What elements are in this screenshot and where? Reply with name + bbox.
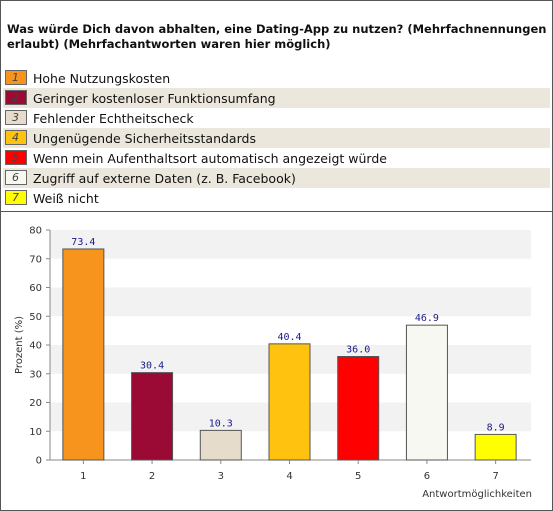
legend-item-7: 7 Weiß nicht <box>3 188 550 208</box>
x-axis-label: Antwortmöglichkeiten <box>422 489 532 500</box>
x-tick-label: 2 <box>149 471 155 482</box>
y-tick-label: 40 <box>29 341 42 352</box>
y-axis-label: Prozent (%) <box>14 316 25 374</box>
y-tick-label: 10 <box>29 427 42 438</box>
legend-label: Hohe Nutzungskosten <box>33 71 171 86</box>
divider <box>1 211 552 212</box>
legend-item-3: 3 Fehlender Echtheitscheck <box>3 108 550 128</box>
question-title: Was würde Dich davon abhalten, eine Dati… <box>7 22 547 51</box>
legend-item-1: 1 Hohe Nutzungskosten <box>3 68 550 88</box>
y-tick-label: 20 <box>29 398 42 409</box>
legend-swatch: 4 <box>5 130 27 145</box>
bar-value-label: 36.0 <box>346 345 370 356</box>
y-tick-label: 70 <box>29 254 42 265</box>
bar-value-label: 46.9 <box>415 313 439 324</box>
bar-value-label: 73.4 <box>71 237 95 248</box>
bar <box>131 372 174 461</box>
x-tick-label: 5 <box>355 471 361 482</box>
bar-value-label: 40.4 <box>277 332 301 343</box>
legend-swatch: 5 <box>5 150 27 165</box>
bar <box>405 324 448 461</box>
legend-item-5: 5 Wenn mein Aufenthaltsort automatisch an… <box>3 148 550 168</box>
legend-label: Wenn mein Aufenthaltsort automatisch ang… <box>33 151 387 166</box>
grid-band <box>50 230 531 259</box>
legend-label: Ungenügende Sicherheitsstandards <box>33 131 256 146</box>
grid-band <box>50 287 531 317</box>
bar-value-label: 30.4 <box>140 361 164 372</box>
legend: 1 Hohe Nutzungskosten 2 Geringer kostenlose… <box>3 68 550 208</box>
legend-label: Zugriff auf externe Daten (z. B. Faceboo… <box>33 171 296 186</box>
bar <box>268 343 311 461</box>
y-tick-label: 80 <box>29 226 42 237</box>
x-tick-label: 4 <box>286 471 292 482</box>
y-tick-label: 60 <box>29 283 42 294</box>
legend-item-2: 2 Geringer kostenloser Funktionsumfang <box>3 88 550 108</box>
x-tick-label: 1 <box>80 471 86 482</box>
bar <box>474 433 517 461</box>
legend-label: Geringer kostenloser Funktionsumfang <box>33 91 276 106</box>
x-tick-label: 3 <box>218 471 224 482</box>
bar-value-label: 8.9 <box>487 422 505 433</box>
grid-band <box>50 258 531 288</box>
y-tick-label: 50 <box>29 312 42 323</box>
x-tick-label: 7 <box>492 471 498 482</box>
legend-swatch: 6 <box>5 170 27 185</box>
bar <box>62 248 105 461</box>
bar <box>337 356 380 461</box>
y-tick-label: 0 <box>36 456 42 467</box>
legend-label: Weiß nicht <box>33 191 99 206</box>
x-tick-label: 6 <box>424 471 430 482</box>
legend-item-6: 6 Zugriff auf externe Daten (z. B. Facebo… <box>3 168 550 188</box>
legend-item-4: 4 Ungenügende Sicherheitsstandards <box>3 128 550 148</box>
bar-chart: 0 10 20 30 40 50 60 70 80 Prozent (%) 73.4 1 30.4 2 10… <box>14 226 532 501</box>
bar-value-label: 10.3 <box>209 418 233 429</box>
legend-swatch: 7 <box>5 190 27 205</box>
legend-swatch: 3 <box>5 110 27 125</box>
bar <box>199 429 242 461</box>
legend-swatch: 2 <box>5 90 27 105</box>
legend-label: Fehlender Echtheitscheck <box>33 111 194 126</box>
grid-band <box>50 316 531 345</box>
y-tick-label: 30 <box>29 369 42 380</box>
legend-swatch: 1 <box>5 70 27 85</box>
